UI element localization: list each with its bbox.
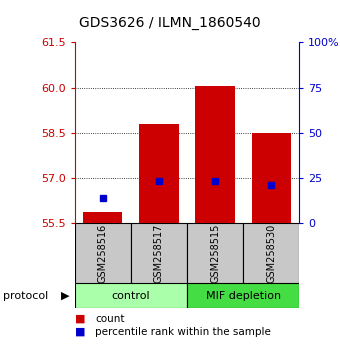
Bar [243, 223, 299, 283]
Bar [131, 223, 187, 283]
Text: control: control [112, 291, 150, 301]
Bar [83, 212, 122, 223]
Text: protocol: protocol [3, 291, 49, 301]
Text: GDS3626 / ILMN_1860540: GDS3626 / ILMN_1860540 [79, 16, 261, 30]
Bar [187, 223, 243, 283]
Text: GSM258530: GSM258530 [266, 223, 276, 283]
Bar [75, 223, 131, 283]
Text: percentile rank within the sample: percentile rank within the sample [95, 327, 271, 337]
Text: GSM258517: GSM258517 [154, 223, 164, 283]
Text: count: count [95, 314, 125, 324]
Text: ■: ■ [75, 314, 85, 324]
Text: MIF depletion: MIF depletion [206, 291, 280, 301]
Text: ▶: ▶ [61, 291, 70, 301]
Text: GSM258516: GSM258516 [98, 223, 108, 283]
Bar [75, 283, 187, 308]
Bar [252, 133, 291, 223]
Bar [187, 283, 299, 308]
Bar [195, 86, 235, 223]
Bar [139, 124, 179, 223]
Text: ■: ■ [75, 327, 85, 337]
Text: GSM258515: GSM258515 [210, 223, 220, 283]
